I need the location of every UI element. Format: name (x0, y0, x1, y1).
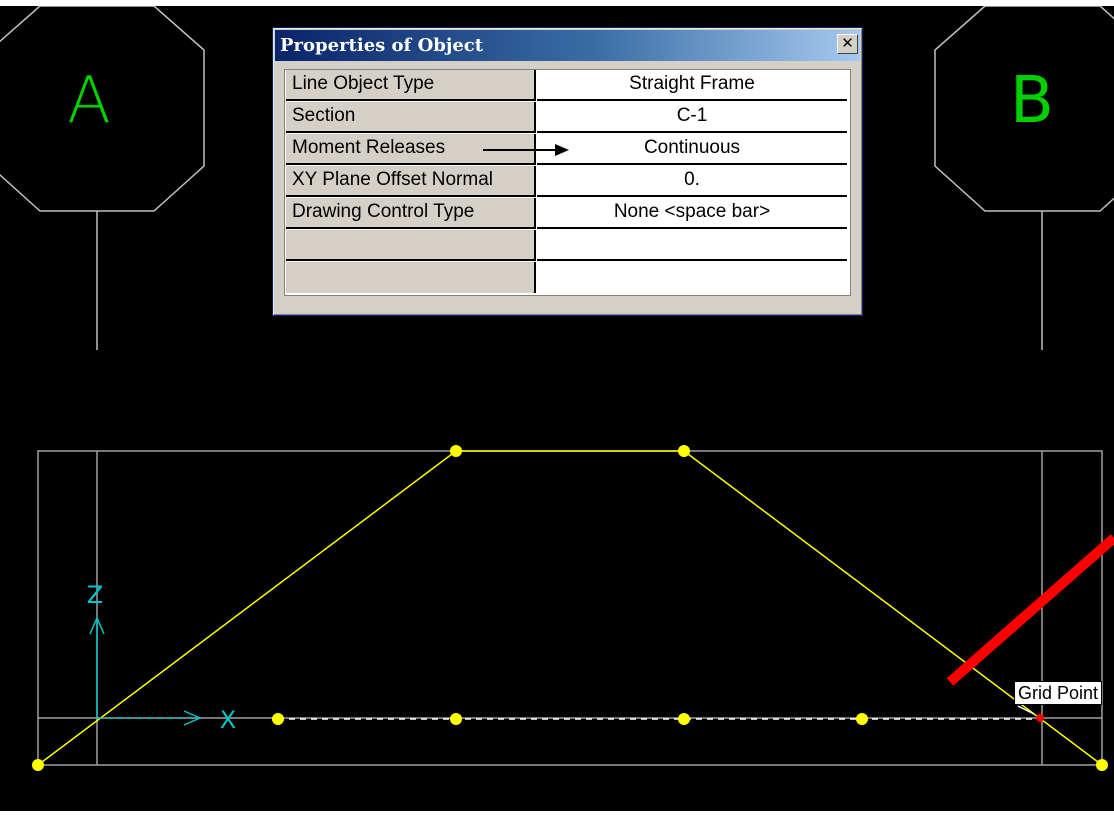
joint-point[interactable] (1096, 759, 1108, 771)
joint-point[interactable] (678, 445, 690, 457)
table-row[interactable]: Line Object Type Straight Frame (285, 70, 850, 102)
joint-point[interactable] (32, 759, 44, 771)
property-name (286, 262, 536, 293)
tooltip-leader (1017, 705, 1035, 715)
property-name (286, 230, 536, 261)
property-name: Line Object Type (286, 70, 536, 101)
red-annotation-line (946, 534, 1114, 686)
property-value[interactable]: 0. (537, 166, 847, 197)
frame-object[interactable] (37, 450, 1103, 766)
properties-grid[interactable]: Line Object Type Straight Frame Section … (284, 69, 851, 296)
table-row[interactable]: Drawing Control Type None <space bar> (285, 198, 850, 230)
grid-bubble-a[interactable]: A (0, 6, 205, 350)
joint-point[interactable] (272, 713, 284, 725)
table-row[interactable]: Section C-1 (285, 102, 850, 134)
axis-label-z: Z (87, 581, 103, 609)
joint-point[interactable] (450, 445, 462, 457)
grid-bubble-b[interactable]: B (934, 6, 1114, 350)
snap-grid-point (1036, 714, 1044, 722)
table-row[interactable] (285, 230, 850, 262)
bubble-label-b: B (1010, 64, 1054, 138)
close-icon[interactable]: ✕ (837, 34, 858, 54)
property-value[interactable]: None <space bar> (537, 198, 847, 229)
property-value[interactable]: C-1 (537, 102, 847, 133)
property-value[interactable] (537, 230, 847, 261)
dialog-title: Properties of Object (280, 35, 484, 56)
model-view[interactable]: A B Z X (0, 6, 1114, 811)
properties-dialog[interactable]: Properties of Object ✕ Line Object Type … (272, 27, 863, 316)
grid-point-tooltip: Grid Point (1014, 681, 1103, 705)
property-value[interactable] (537, 262, 847, 293)
table-row[interactable]: Moment Releases Continuous (285, 134, 850, 166)
axis-label-x: X (220, 706, 236, 734)
property-value[interactable]: Continuous (537, 134, 847, 165)
joint-point[interactable] (450, 713, 462, 725)
bubble-label-a: A (67, 64, 111, 138)
arrow-right-icon (483, 144, 569, 156)
axis-indicator: Z X (87, 581, 236, 734)
dialog-title-bar[interactable]: Properties of Object (275, 30, 860, 61)
table-row[interactable]: XY Plane Offset Normal 0. (285, 166, 850, 198)
property-name: Section (286, 102, 536, 133)
property-name: XY Plane Offset Normal (286, 166, 536, 197)
table-row[interactable] (285, 262, 850, 294)
property-name: Drawing Control Type (286, 198, 536, 229)
property-value[interactable]: Straight Frame (537, 70, 847, 101)
joint-point[interactable] (678, 713, 690, 725)
joint-point[interactable] (856, 713, 868, 725)
